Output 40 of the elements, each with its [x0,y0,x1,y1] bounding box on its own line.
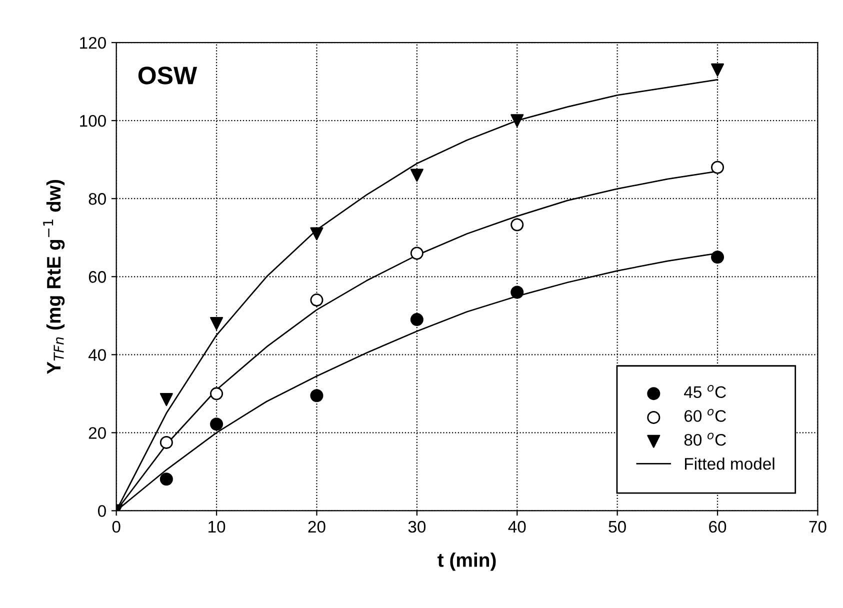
point [210,387,224,400]
point [410,246,424,260]
x-tick-label: 0 [112,520,120,533]
legend-label: 80 $^{o}$C [684,432,726,446]
point [160,393,173,406]
point [410,313,424,326]
point [160,472,173,486]
annotation: OSW [138,66,198,84]
x-tick-label: 60 [709,520,726,533]
point [711,250,724,264]
x-axis-title: t (min) [438,552,496,571]
point [310,227,324,240]
legend-label: 45 $^{o}$C [684,384,726,398]
legend-label: Fitted model [685,457,774,470]
point [210,418,224,431]
y-tick-label: 120 [80,36,106,49]
legend-label: 60 $^{o}$C [684,408,726,422]
point [711,160,724,174]
point [210,316,224,330]
point [310,389,324,402]
point [711,63,724,76]
y-tick-label: 60 [88,271,106,283]
x-tick-label: 20 [308,520,326,533]
y-tick-label: 100 [80,114,106,127]
x-tick-label: 70 [809,520,826,533]
y-tick-label: 0 [98,505,106,517]
y-tick-label: 80 [88,193,106,205]
x-tick-label: 10 [208,520,226,533]
point [410,168,424,182]
y-tick-label: 40 [88,349,106,361]
point [160,436,173,449]
x-tick-label: 40 [508,520,526,533]
point [310,294,324,307]
y-axis-title: Y$_{TFn}$ (mg RtE g$^{−1}$ dw) [43,180,65,374]
x-tick-label: 30 [408,520,426,533]
point [510,218,524,232]
point [510,286,524,299]
x-tick-label: 50 [608,520,626,533]
point [510,114,524,128]
y-tick-label: 20 [88,427,106,439]
